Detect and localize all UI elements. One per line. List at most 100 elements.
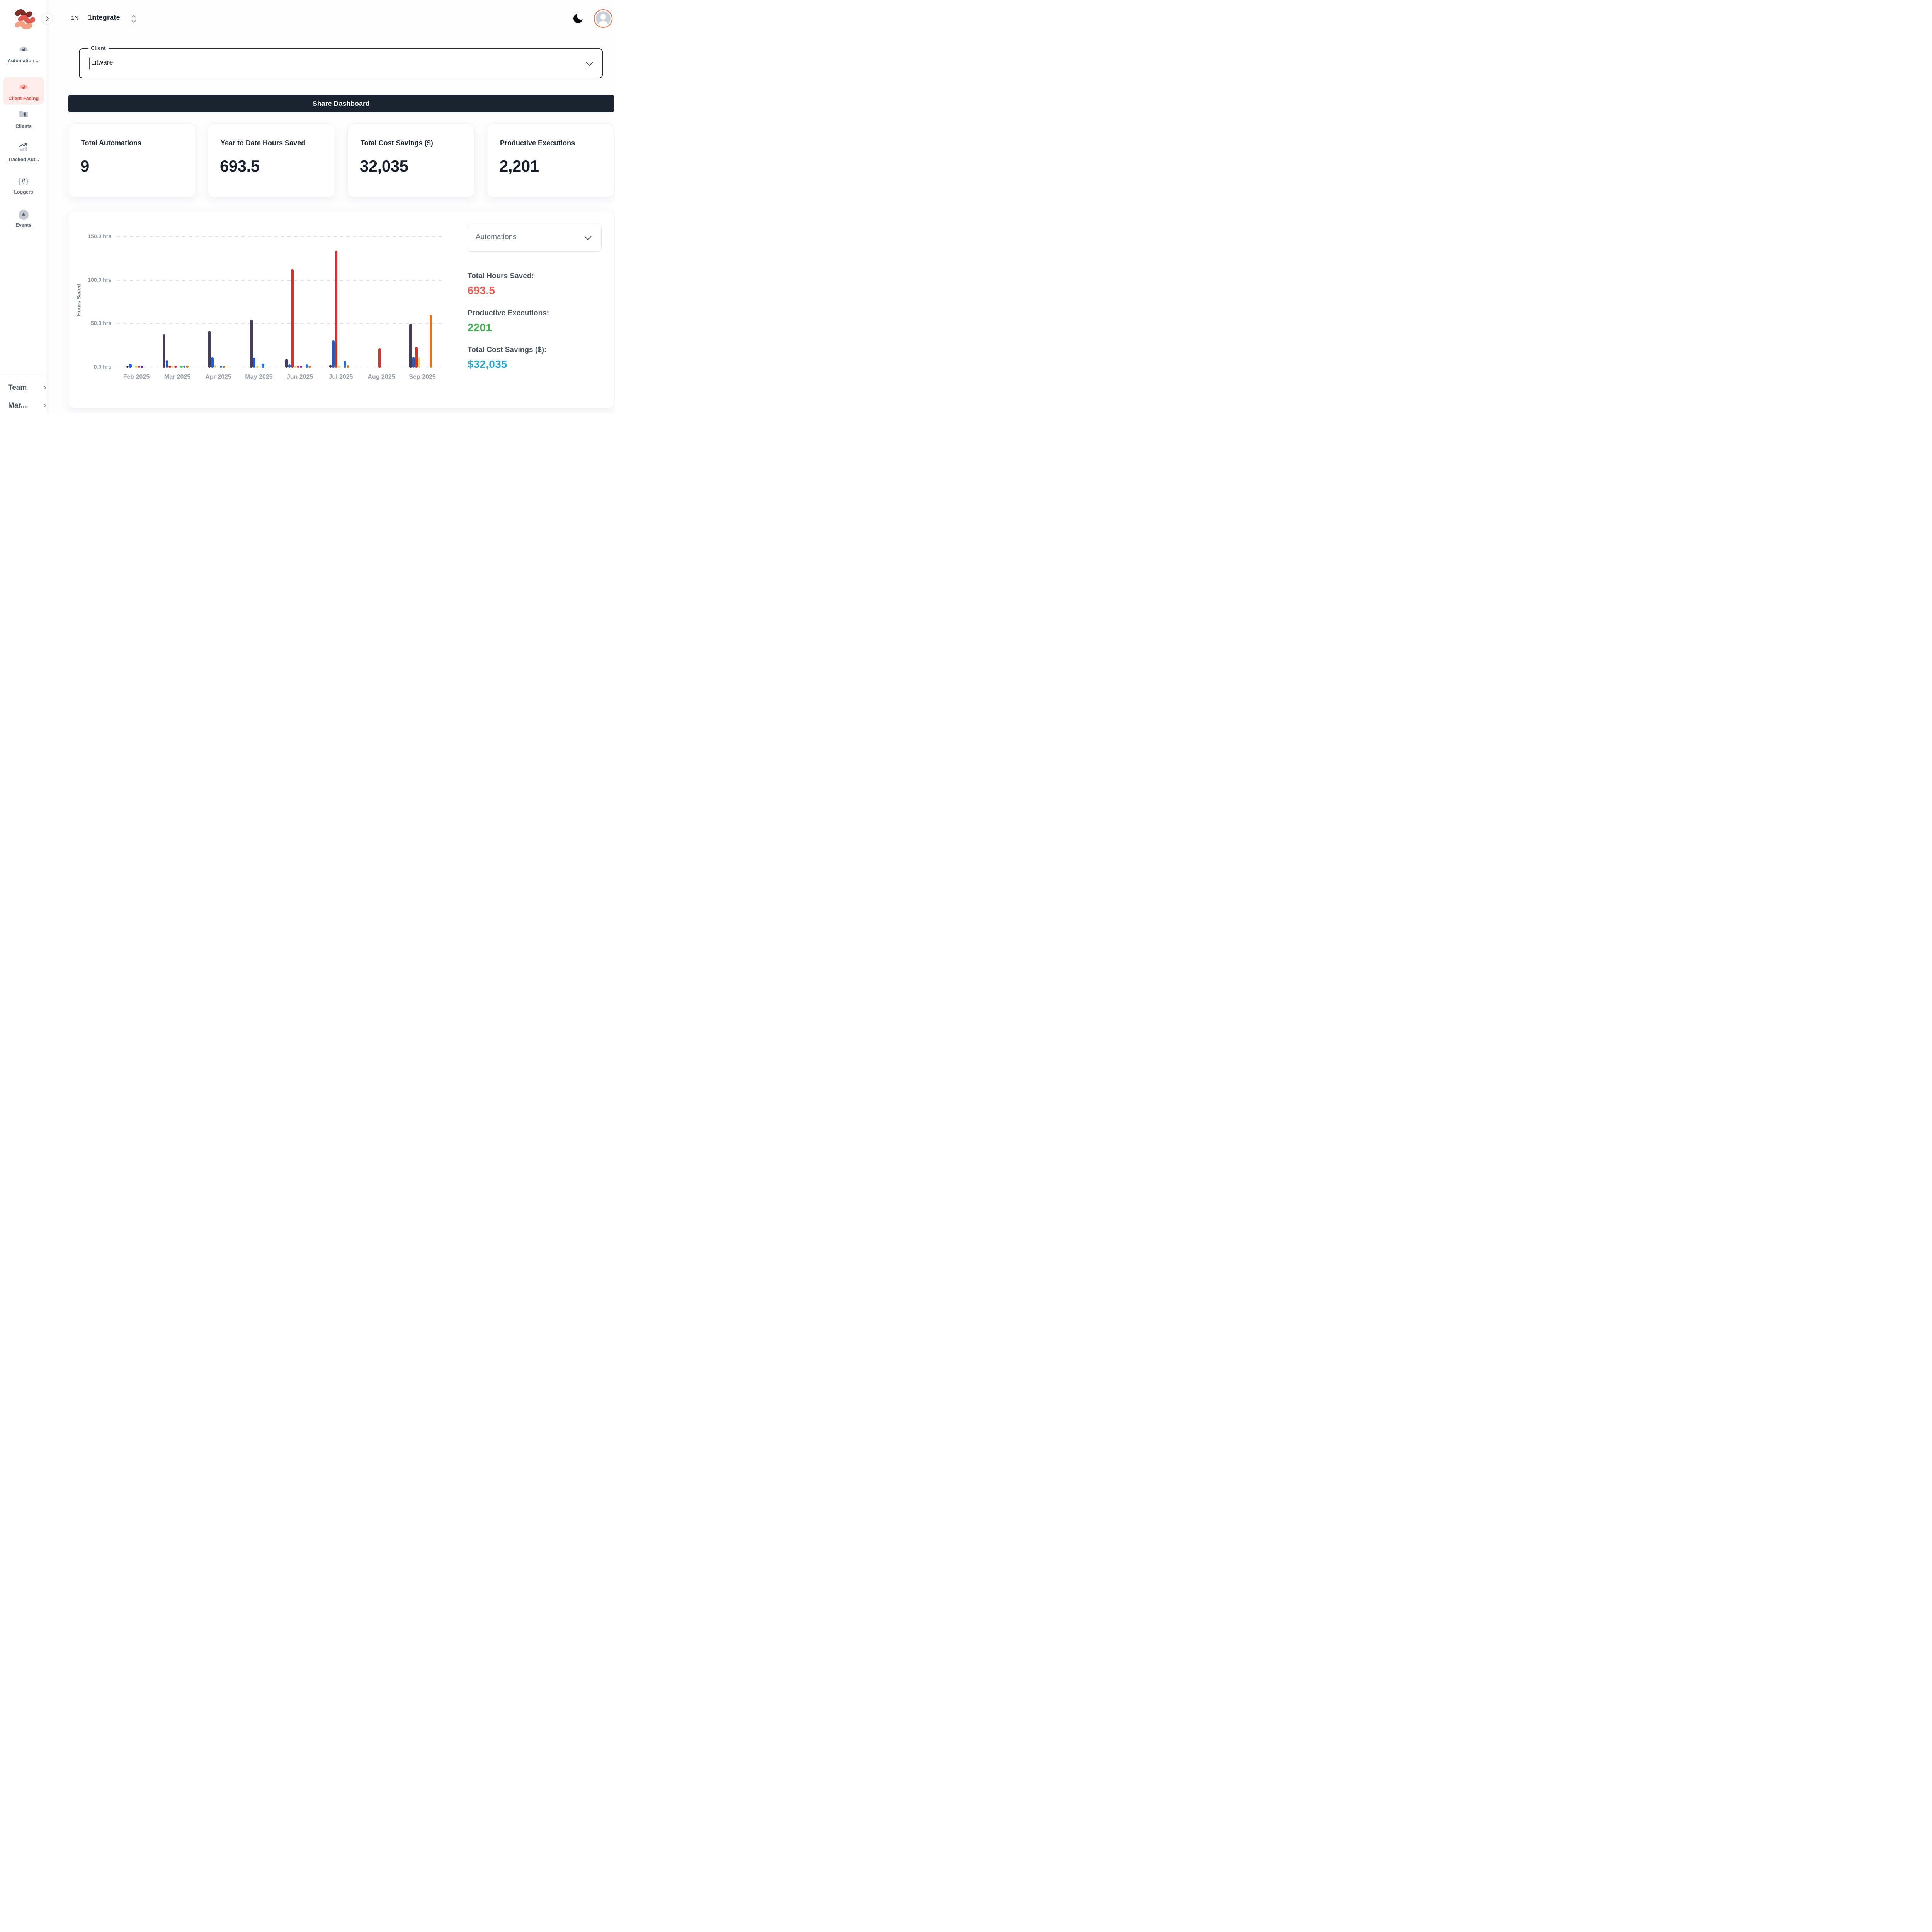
client-select-label: Client [88,45,109,51]
bar-orange[interactable] [308,366,311,368]
x-axis-tick-label: Jun 2025 [286,374,313,380]
unfold-more-icon[interactable] [131,14,137,23]
chevron-right-icon: › [44,401,47,410]
automations-dropdown-value: Automations [476,233,517,241]
y-axis-title: Hours Saved [76,284,82,316]
stat-card-total-cost-savings: Total Cost Savings ($) 32,035 [347,123,475,197]
bar-purple[interactable] [208,331,211,368]
bar-yellow[interactable] [171,365,174,368]
x-axis-tick-label: Feb 2025 [123,374,150,380]
bar-pink[interactable] [174,366,177,368]
chevron-down-icon [586,59,593,66]
bar-yellow[interactable] [256,366,259,368]
bar-red[interactable] [415,347,418,368]
bar-pink[interactable] [297,366,299,368]
sidebar-item-label: Loggers [14,189,33,195]
client-select-value: Litware [91,58,113,66]
sidebar-item-team[interactable]: Team › [8,383,46,392]
sidebar-item-clients[interactable]: Clients [3,105,44,133]
bar-purple[interactable] [285,359,288,368]
x-axis-tick-label: May 2025 [245,374,273,380]
bar-orange[interactable] [429,315,432,368]
gauge-icon [19,43,29,55]
brand-code: 1N [71,15,79,21]
bar-purple[interactable] [250,319,253,368]
sidebar-item-events[interactable]: ★ Events [3,205,44,233]
bar-azure[interactable] [305,364,308,368]
bar-purple[interactable] [126,366,129,368]
y-axis-tick-label: 100.0 hrs [88,276,111,283]
bar-red[interactable] [168,366,171,368]
avatar [596,11,611,26]
bar-violet[interactable] [299,366,303,368]
gauge-icon [19,81,29,93]
productive-executions-value: 2201 [468,321,492,333]
x-axis-tick-label: Aug 2025 [367,374,395,380]
sidebar-item-tracked-automations[interactable]: Tracked Aut... [3,138,44,166]
chevron-right-icon [44,16,49,21]
gridline [117,279,445,281]
bar-orange[interactable] [346,365,349,368]
gridline [117,323,445,324]
stat-card-total-automations: Total Automations 9 [68,123,196,197]
productive-executions-label: Productive Executions: [468,309,549,317]
bar-blue[interactable] [288,364,291,368]
bar-purple[interactable] [329,365,332,368]
stat-title: Productive Executions [500,139,575,147]
automations-dropdown[interactable]: Automations [467,224,602,252]
bar-blue[interactable] [253,358,256,368]
chevron-right-icon: › [44,383,46,392]
sidebar-item-mar[interactable]: Mar... › [8,401,47,410]
bar-green[interactable] [180,366,183,368]
bar-azure[interactable] [262,363,264,368]
stat-title: Total Cost Savings ($) [361,139,433,147]
client-select[interactable]: Client Litware [79,45,603,78]
bar-yellow[interactable] [338,366,340,368]
x-axis-tick-label: Sep 2025 [409,374,436,380]
total-cost-savings-value: $32,035 [468,358,507,370]
bar-blue[interactable] [165,360,168,368]
gridline [117,236,445,237]
bar-red[interactable] [291,269,294,368]
text-caret [89,58,90,69]
bar-yellow[interactable] [214,365,216,368]
x-axis-tick-label: Apr 2025 [205,374,231,380]
y-axis-tick-label: 150.0 hrs [88,233,111,239]
bar-blue[interactable] [211,357,214,368]
x-axis-tick-label: Jul 2025 [328,374,353,380]
sidebar-item-label: Events [15,222,32,228]
dark-mode-toggle-moon-icon[interactable] [573,12,585,23]
bar-pink[interactable] [138,366,140,368]
sidebar-item-loggers[interactable]: {#} Loggers [3,172,44,199]
bar-azure[interactable] [219,366,222,368]
sidebar-item-client-facing[interactable]: Client Facing [3,77,44,105]
user-menu-button[interactable] [594,9,612,28]
stat-value: 693.5 [220,157,260,175]
bar-blue[interactable] [332,340,335,368]
bar-azure[interactable] [183,365,186,368]
dashboard-page: Automation ... Client Facing Clients [0,0,615,413]
bar-blue[interactable] [129,364,132,368]
bar-yellow[interactable] [294,366,297,368]
bar-yellow[interactable] [135,366,138,368]
stat-card-ytd-hours-saved: Year to Date Hours Saved 693.5 [207,123,335,197]
folder-zip-icon [19,109,29,121]
share-dashboard-button[interactable]: Share Dashboard [68,95,614,112]
bar-yellow[interactable] [418,357,420,368]
bar-violet[interactable] [141,366,143,368]
total-cost-savings-label: Total Cost Savings ($): [468,346,547,354]
sidebar: Automation ... Client Facing Clients [0,0,47,413]
bar-orange[interactable] [223,366,225,368]
workspace-switcher[interactable]: 1ntegrate [88,14,120,21]
bar-azure[interactable] [344,361,346,368]
bar-red[interactable] [378,348,381,368]
sidebar-collapse-button[interactable] [41,13,53,24]
sidebar-item-automation[interactable]: Automation ... [3,39,44,67]
bar-orange[interactable] [186,365,189,368]
bar-blue[interactable] [412,357,415,368]
bar-red[interactable] [335,250,338,368]
bar-purple[interactable] [409,324,412,368]
braces-hash-icon: {#} [18,177,29,185]
bar-purple[interactable] [163,334,165,368]
brand-logo-icon [13,9,36,31]
